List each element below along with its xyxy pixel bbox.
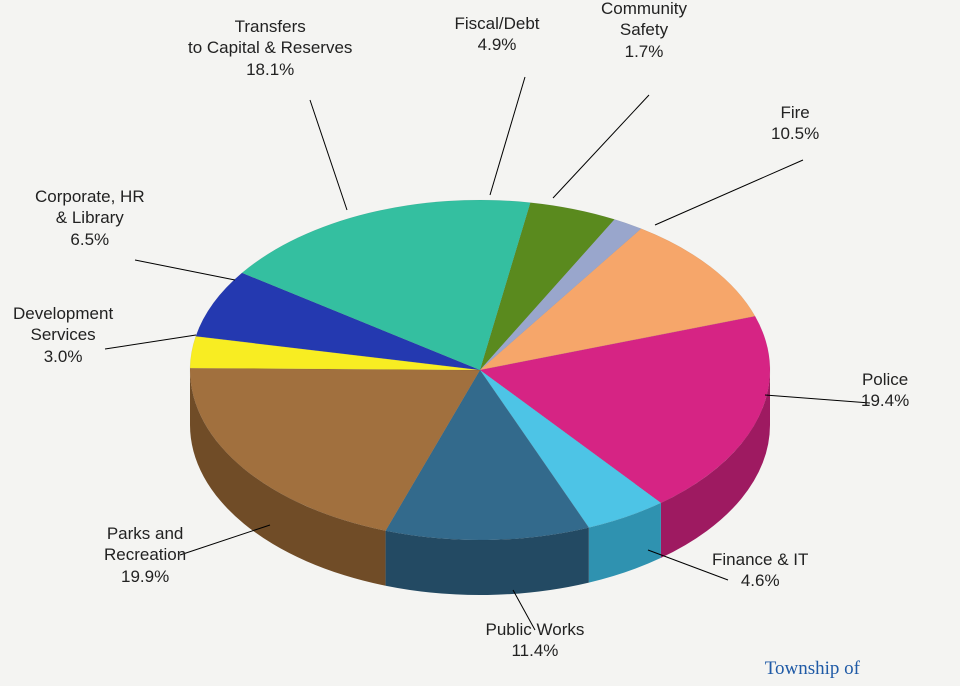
footer-text: Township of [765, 658, 860, 680]
slice-label: Fiscal/Debt 4.9% [455, 13, 540, 56]
slice-label: Police 19.4% [861, 369, 909, 412]
slice-label: Transfers to Capital & Reserves 18.1% [188, 16, 352, 80]
leader-line [180, 525, 270, 555]
leader-line [553, 95, 649, 198]
leader-line [655, 160, 803, 225]
slice-label: Community Safety 1.7% [601, 0, 687, 62]
leader-line [490, 77, 525, 195]
slice-label: Finance & IT 4.6% [712, 549, 808, 592]
leader-line [135, 260, 235, 280]
slice-label: Parks and Recreation 19.9% [104, 523, 186, 587]
slice-label: Public Works 11.4% [486, 619, 585, 662]
slice-label: Corporate, HR & Library 6.5% [35, 186, 145, 250]
slice-label: Development Services 3.0% [13, 303, 113, 367]
leader-line [310, 100, 347, 210]
leader-line [765, 395, 870, 403]
slice-label: Fire 10.5% [771, 102, 819, 145]
leader-line [105, 335, 196, 349]
pie-chart: Fiscal/Debt 4.9% Community Safety 1.7% Fir… [0, 0, 960, 686]
